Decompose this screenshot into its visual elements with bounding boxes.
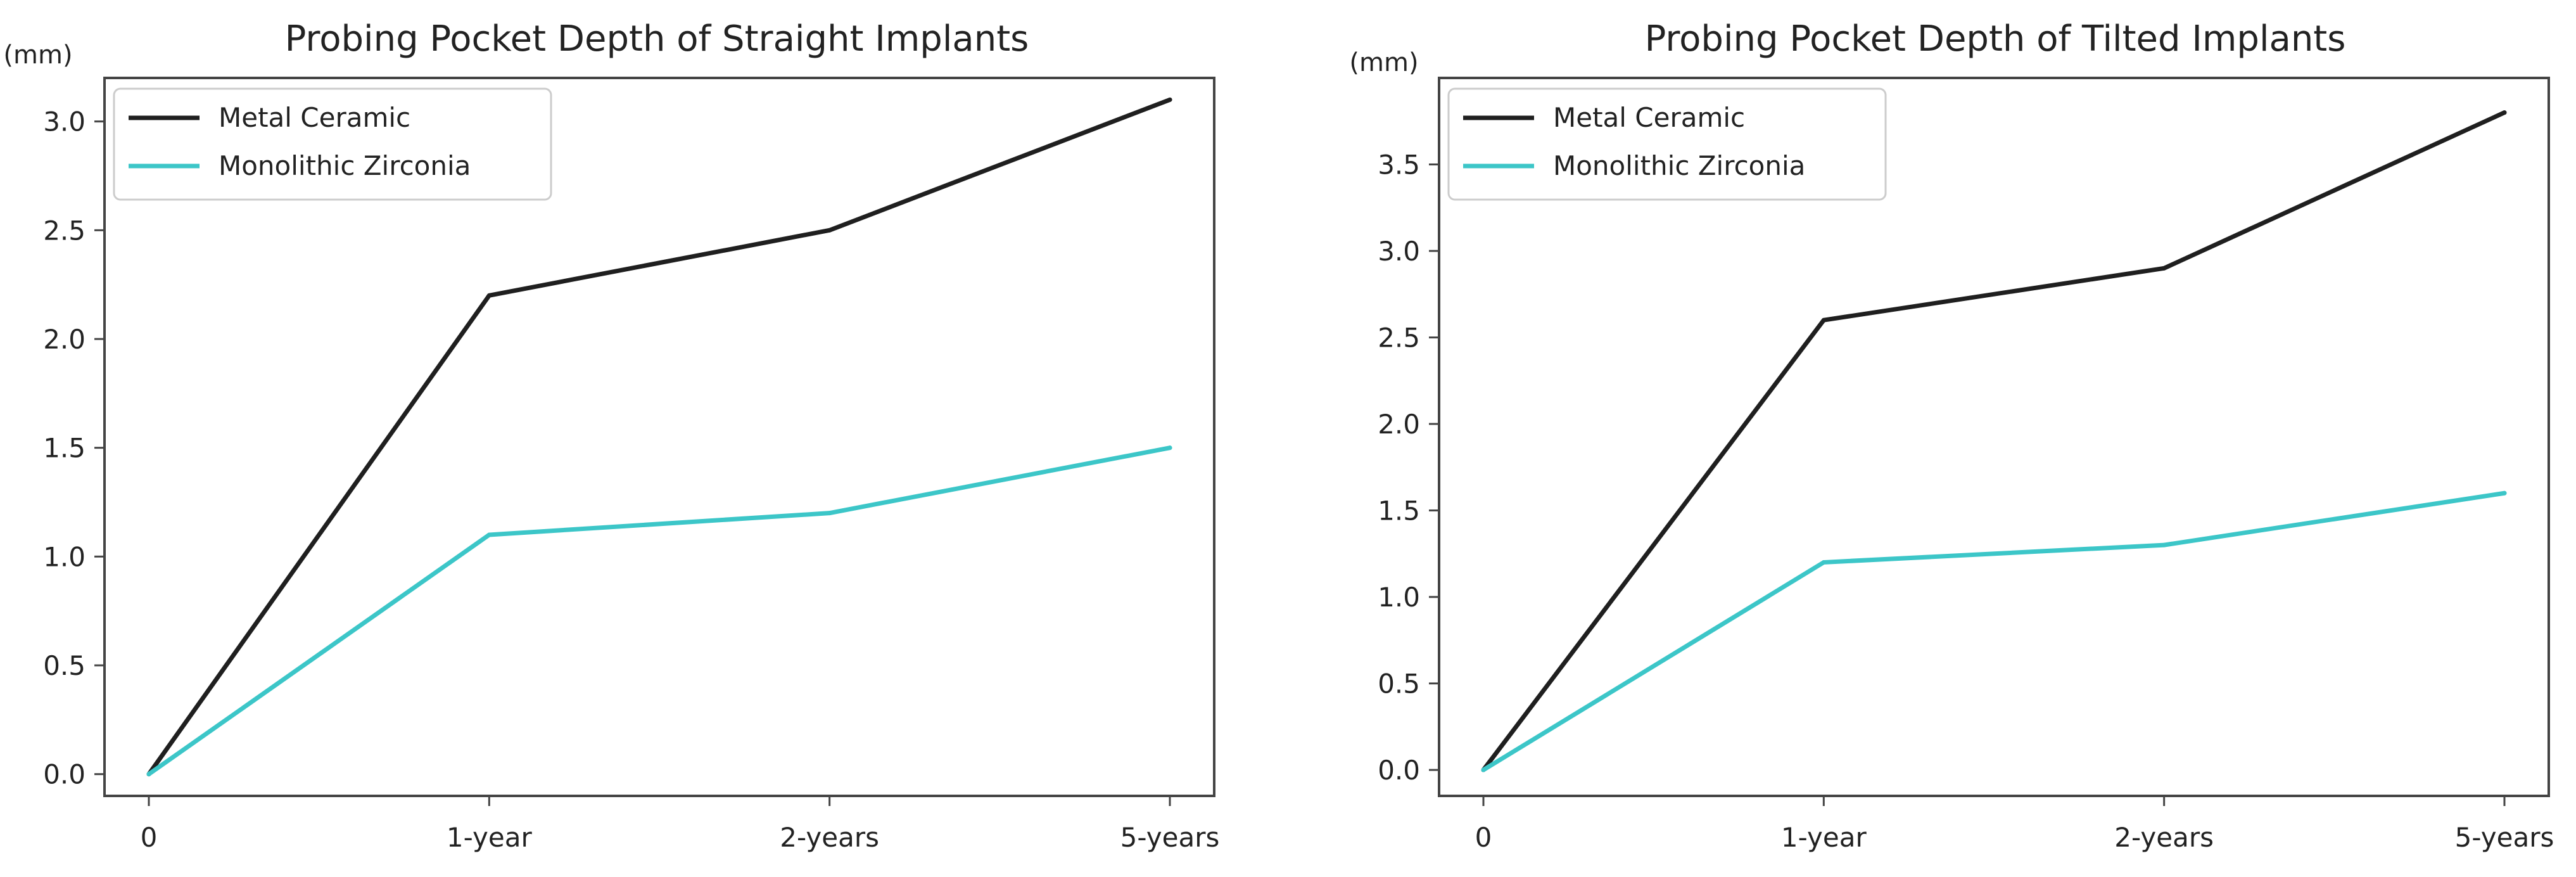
data-point-monolithic-zirconia — [2162, 542, 2167, 547]
y-tick-label: 1.0 — [43, 541, 86, 572]
series-lines — [146, 97, 1172, 777]
x-tick-label: 1-year — [447, 822, 533, 853]
x-tick-label: 0 — [141, 822, 158, 853]
x-tick-label: 1-year — [1781, 822, 1867, 853]
x-axis: 0 1-year 2-years 5-years — [1475, 796, 2554, 853]
y-tick-label: 1.5 — [43, 433, 86, 464]
legend-label-monolithic-zirconia: Monolithic Zirconia — [219, 150, 471, 181]
y-tick-label: 0.5 — [43, 650, 86, 681]
y-tick-label: 0.0 — [43, 759, 86, 790]
legend-label-metal-ceramic: Metal Ceramic — [219, 102, 410, 133]
data-point-metal-ceramic — [827, 227, 832, 233]
chart-title: Probing Pocket Depth of Straight Implant… — [285, 18, 1029, 60]
chart-title: Probing Pocket Depth of Tilted Implants — [1645, 18, 2346, 60]
data-point-monolithic-zirconia — [1821, 560, 1826, 565]
chart-straight-implants: Probing Pocket Depth of Straight Implant… — [3, 18, 1219, 853]
legend-label-monolithic-zirconia: Monolithic Zirconia — [1553, 150, 1805, 181]
x-tick-label: 2-years — [2114, 822, 2214, 853]
series-lines — [1481, 110, 2507, 772]
y-tick-label: 3.0 — [43, 106, 86, 138]
chart-tilted-implants: Probing Pocket Depth of Tilted Implants … — [1349, 18, 2554, 853]
x-axis: 0 1-year 2-years 5-years — [141, 796, 1220, 853]
series-line-monolithic-zirconia — [146, 445, 1172, 777]
data-point-monolithic-zirconia — [2502, 490, 2507, 496]
data-point-monolithic-zirconia — [1167, 445, 1172, 451]
data-point-monolithic-zirconia — [146, 772, 151, 777]
y-tick-label: 0.0 — [1378, 755, 1420, 786]
legend-box — [113, 87, 552, 201]
data-point-monolithic-zirconia — [1481, 767, 1486, 772]
legend-label-metal-ceramic: Metal Ceramic — [1553, 102, 1745, 133]
x-tick-label: 2-years — [780, 822, 879, 853]
plot-area-frame — [1438, 77, 2550, 797]
y-tick-label: 1.5 — [1378, 496, 1420, 527]
legend: Metal Ceramic Monolithic Zirconia — [1447, 87, 1887, 201]
y-axis-unit-label: (mm) — [1349, 48, 1418, 77]
y-tick-label: 1.0 — [1378, 582, 1420, 613]
data-point-metal-ceramic — [2162, 266, 2167, 271]
x-tick-label: 5-years — [2455, 822, 2554, 853]
data-point-metal-ceramic — [1167, 97, 1172, 102]
y-axis: 0.0 0.5 1.0 1.5 2.0 2.5 3.0 3.5 — [1378, 150, 1439, 786]
y-tick-label: 2.0 — [43, 324, 86, 355]
series-line-monolithic-zirconia — [1481, 490, 2507, 772]
y-tick-label: 3.5 — [1378, 150, 1420, 181]
series-line-metal-ceramic — [1481, 110, 2507, 772]
x-tick-label: 0 — [1475, 822, 1492, 853]
y-tick-label: 2.0 — [1378, 409, 1420, 440]
data-point-monolithic-zirconia — [486, 532, 492, 537]
data-point-metal-ceramic — [2502, 110, 2507, 115]
y-tick-label: 0.5 — [1378, 669, 1420, 700]
data-point-monolithic-zirconia — [827, 511, 832, 516]
y-tick-label: 2.5 — [43, 215, 86, 246]
plot-area-frame — [103, 77, 1215, 797]
y-tick-label: 3.0 — [1378, 236, 1420, 267]
legend-box — [1447, 87, 1887, 201]
data-point-metal-ceramic — [1821, 317, 1826, 323]
y-axis: 0.0 0.5 1.0 1.5 2.0 2.5 3.0 — [43, 106, 105, 790]
x-tick-label: 5-years — [1120, 822, 1220, 853]
y-axis-unit-label: (mm) — [3, 41, 72, 70]
y-tick-label: 2.5 — [1378, 323, 1420, 354]
legend: Metal Ceramic Monolithic Zirconia — [113, 87, 552, 201]
series-line-metal-ceramic — [146, 97, 1172, 777]
data-point-metal-ceramic — [486, 293, 492, 298]
